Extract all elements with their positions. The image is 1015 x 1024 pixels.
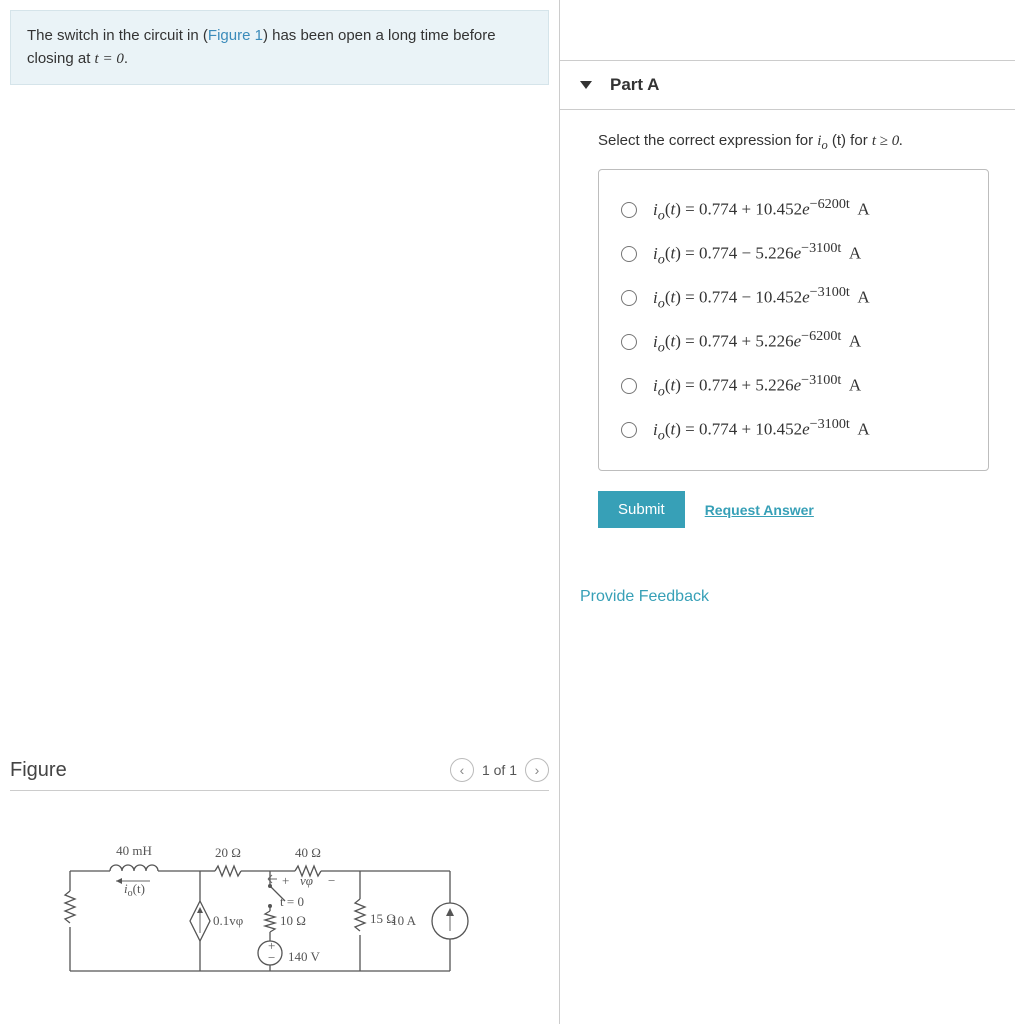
part-label: Part A bbox=[610, 75, 659, 95]
dep-source-label: 0.1vφ bbox=[213, 913, 243, 928]
problem-statement: The switch in the circuit in (Figure 1) … bbox=[10, 10, 549, 85]
option-3[interactable]: io(t) = 0.774 − 10.452e−3100t A bbox=[617, 276, 970, 320]
request-answer-link[interactable]: Request Answer bbox=[705, 502, 814, 518]
left-pane: The switch in the circuit in (Figure 1) … bbox=[0, 0, 560, 1024]
provide-feedback-link[interactable]: Provide Feedback bbox=[560, 528, 1015, 606]
right-pane: Part A Select the correct expression for… bbox=[560, 0, 1015, 1024]
svg-text:+: + bbox=[282, 873, 289, 888]
vsrc-label: 140 V bbox=[288, 949, 321, 964]
switch-label: t = 0 bbox=[280, 894, 304, 909]
option-3-radio[interactable] bbox=[621, 290, 637, 306]
option-6-radio[interactable] bbox=[621, 422, 637, 438]
isrc-label: 10 A bbox=[391, 913, 417, 928]
figure-title: Figure bbox=[10, 759, 67, 782]
figure-page-indicator: 1 of 1 bbox=[482, 762, 517, 778]
r10-label: 10 Ω bbox=[280, 913, 306, 928]
option-2[interactable]: io(t) = 0.774 − 5.226e−3100t A bbox=[617, 232, 970, 276]
figure-section: Figure ‹ 1 of 1 › 50 Ω bbox=[0, 740, 559, 1024]
option-1-radio[interactable] bbox=[621, 202, 637, 218]
part-header[interactable]: Part A bbox=[560, 60, 1015, 110]
problem-text-prefix: The switch in the circuit in ( bbox=[27, 27, 208, 44]
figure-header: Figure ‹ 1 of 1 › bbox=[10, 750, 549, 791]
problem-text-suffix: . bbox=[124, 50, 128, 67]
figure-link[interactable]: Figure 1 bbox=[208, 27, 263, 44]
io-paren: (t) bbox=[133, 881, 145, 896]
r40-label: 40 Ω bbox=[295, 845, 321, 860]
svg-text:io(t): io(t) bbox=[124, 881, 145, 899]
problem-equation: t = 0 bbox=[95, 51, 124, 67]
r20-label: 20 Ω bbox=[215, 845, 241, 860]
option-2-radio[interactable] bbox=[621, 246, 637, 262]
option-6[interactable]: io(t) = 0.774 + 10.452e−3100t A bbox=[617, 408, 970, 452]
figure-pager: ‹ 1 of 1 › bbox=[450, 758, 549, 782]
circuit-diagram: 50 Ω 40 mH io(t) 0.1vφ bbox=[10, 831, 549, 994]
option-4-radio[interactable] bbox=[621, 334, 637, 350]
option-4[interactable]: io(t) = 0.774 + 5.226e−6200t A bbox=[617, 320, 970, 364]
vphi-label: vφ bbox=[300, 873, 313, 888]
svg-text:−: − bbox=[268, 950, 275, 965]
option-5[interactable]: io(t) = 0.774 + 5.226e−3100t A bbox=[617, 364, 970, 408]
option-5-radio[interactable] bbox=[621, 378, 637, 394]
figure-prev-button[interactable]: ‹ bbox=[450, 758, 474, 782]
option-1[interactable]: io(t) = 0.774 + 10.452e−6200t A bbox=[617, 188, 970, 232]
question-text: Select the correct expression for io (t)… bbox=[560, 110, 1015, 169]
collapse-icon bbox=[580, 81, 592, 89]
svg-text:−: − bbox=[328, 873, 335, 888]
answer-options: io(t) = 0.774 + 10.452e−6200t A io(t) = … bbox=[598, 169, 989, 471]
figure-next-button[interactable]: › bbox=[525, 758, 549, 782]
inductor-label: 40 mH bbox=[116, 843, 152, 858]
submit-button[interactable]: Submit bbox=[598, 491, 685, 528]
